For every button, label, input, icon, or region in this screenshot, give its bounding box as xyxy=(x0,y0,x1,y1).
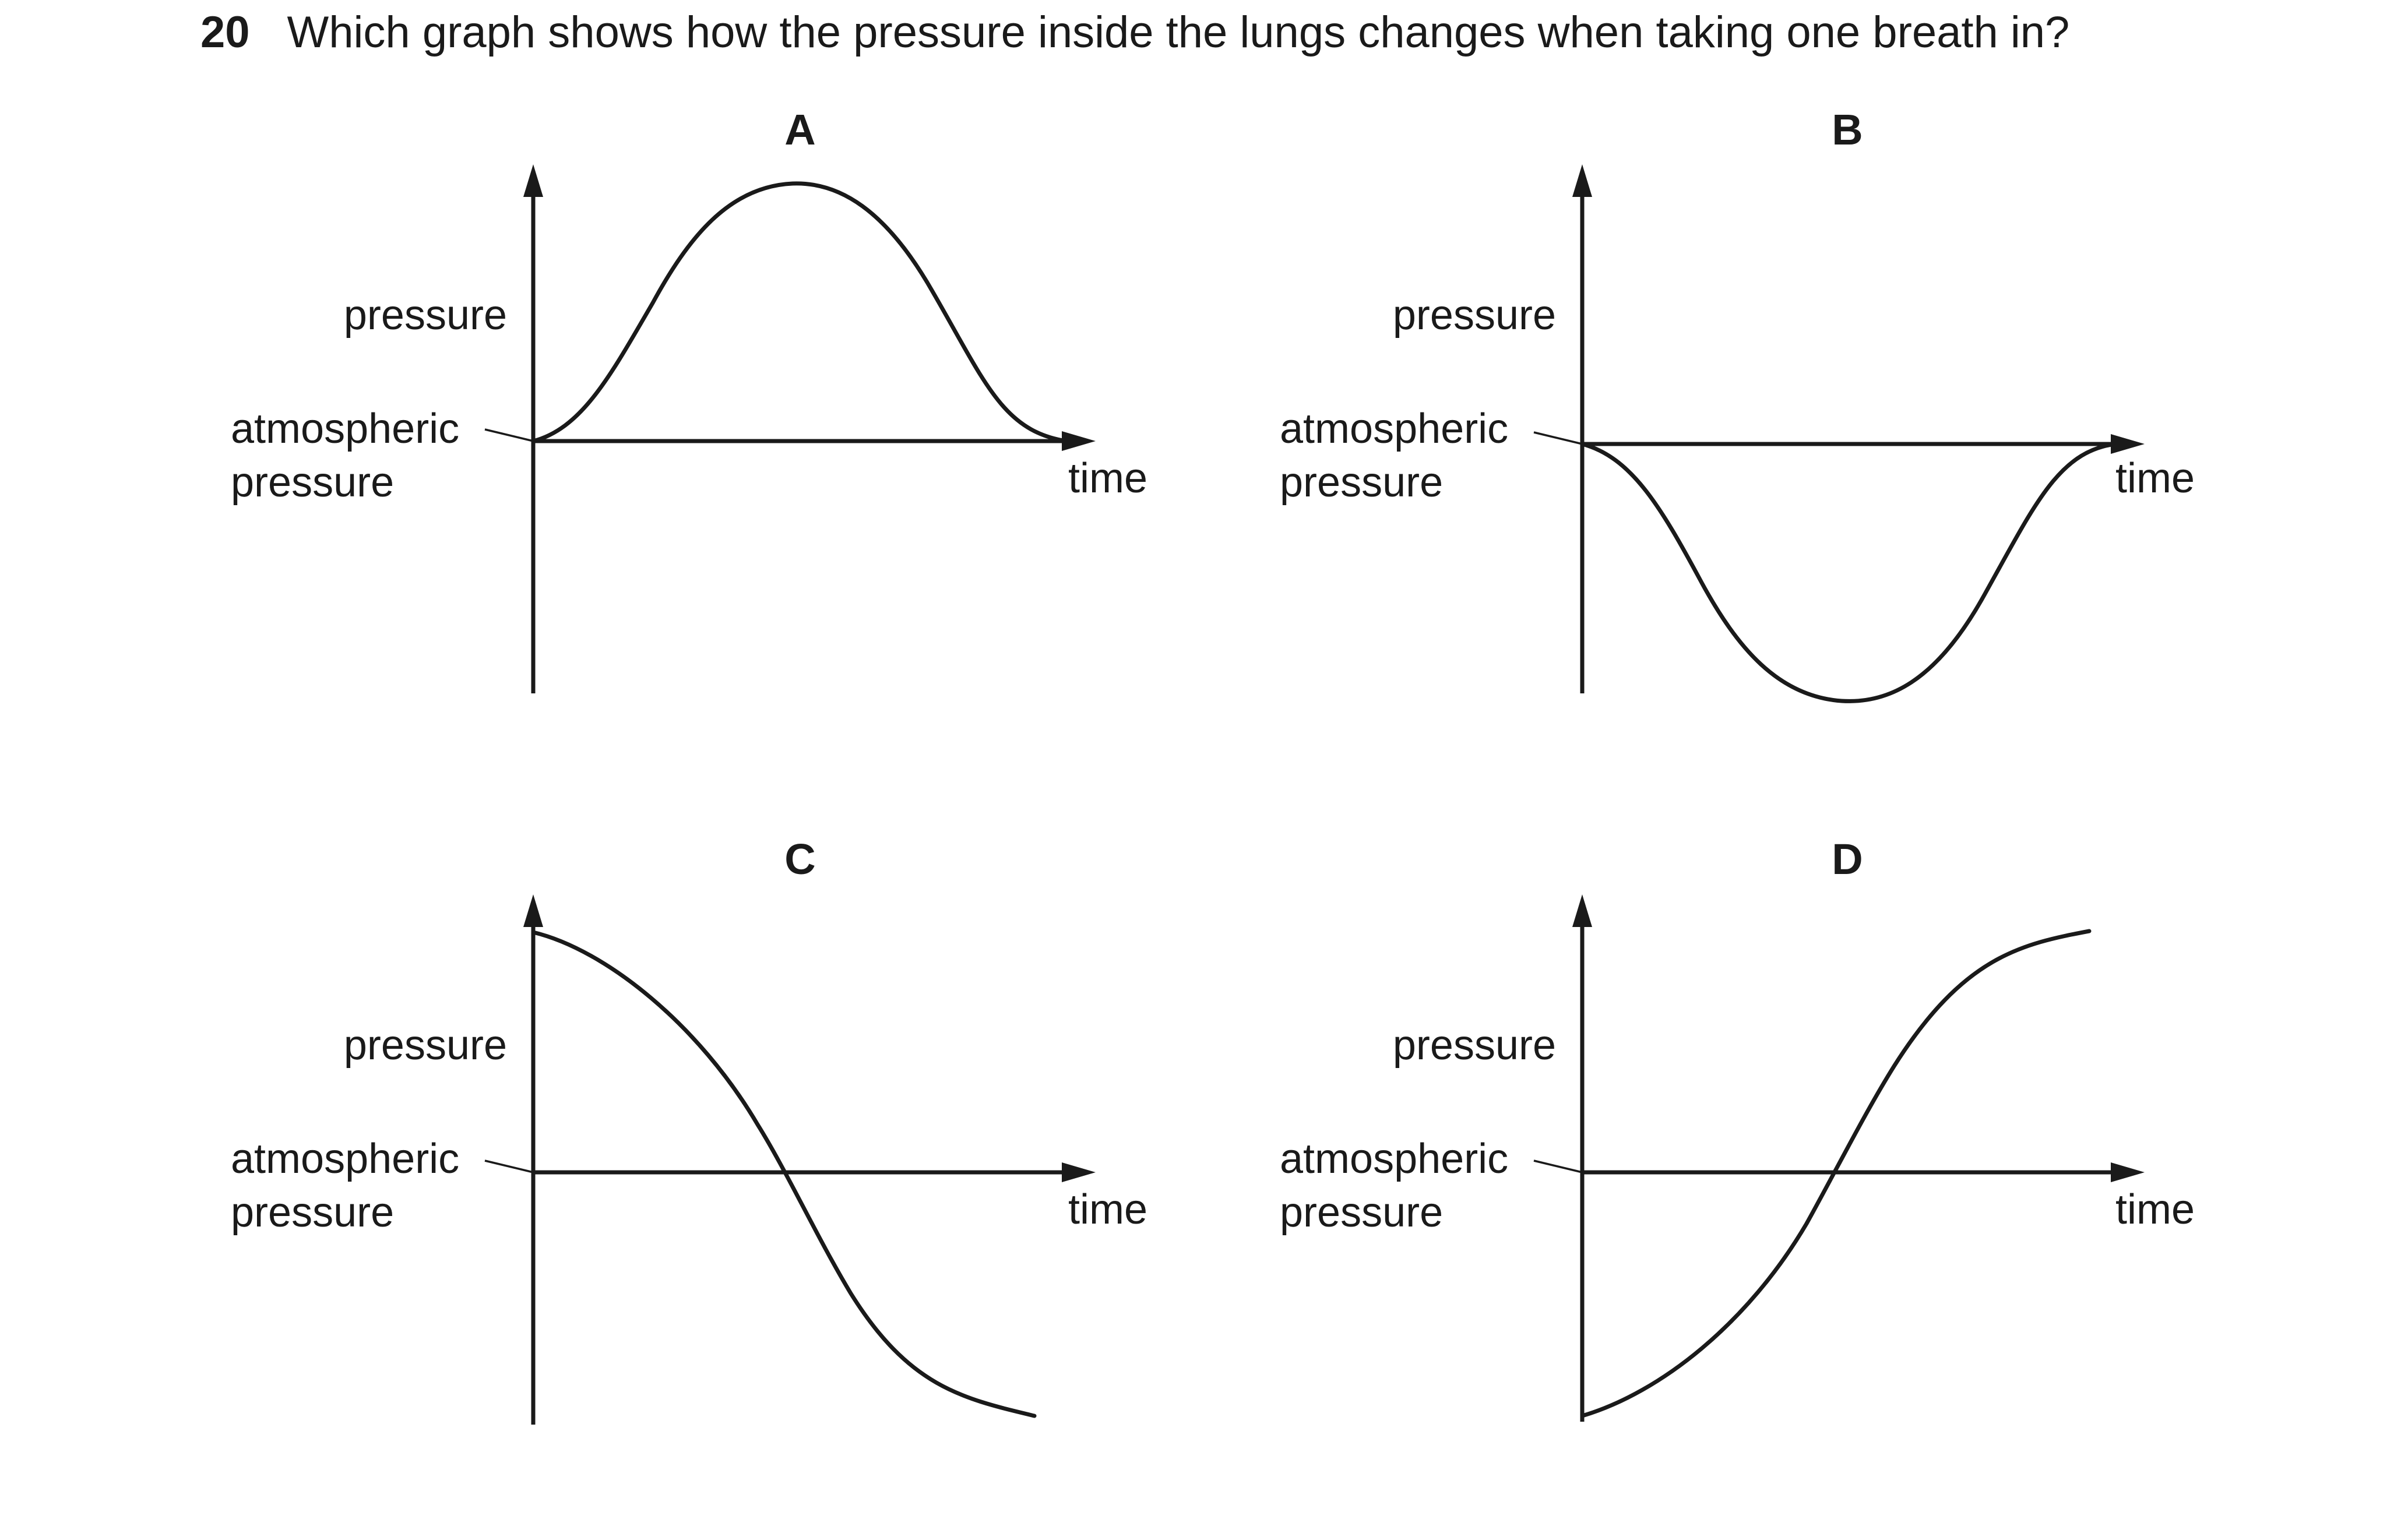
y-axis-arrowhead xyxy=(1572,164,1592,197)
leader-line xyxy=(1533,1159,1583,1173)
x-axis-label: time xyxy=(2115,1186,2195,1233)
atmospheric-label-line2: pressure xyxy=(231,459,394,506)
x-axis-arrowhead xyxy=(2111,434,2145,454)
x-axis-label: time xyxy=(1068,1186,1147,1233)
y-axis-arrowhead xyxy=(523,894,543,927)
atmospheric-label-line1: atmospheric xyxy=(231,406,459,452)
x-axis-arrowhead xyxy=(2111,1162,2145,1182)
x-axis-arrowhead xyxy=(1062,1162,1096,1182)
option-letter: A xyxy=(784,105,815,154)
x-axis-label: time xyxy=(1068,455,1147,502)
pressure-curve xyxy=(1580,442,2118,703)
atmospheric-label-line2: pressure xyxy=(1280,459,1443,506)
option-letter: C xyxy=(784,835,815,883)
atmospheric-label-line1: atmospheric xyxy=(231,1136,459,1182)
atmospheric-label-line2: pressure xyxy=(231,1189,394,1236)
leader-line xyxy=(1533,431,1583,445)
graph-option-a: A pressure atmospheric pressure time xyxy=(231,105,1147,693)
graph-option-c: C pressure atmospheric pressure time xyxy=(231,835,1147,1425)
atmospheric-label-line1: atmospheric xyxy=(1280,406,1508,452)
y-axis-label: pressure xyxy=(1393,292,1556,339)
atmospheric-label-line1: atmospheric xyxy=(1280,1136,1508,1182)
y-axis-label: pressure xyxy=(344,292,507,339)
pressure-curve xyxy=(531,181,1069,443)
graph-option-b: B pressure atmospheric pressure time xyxy=(1280,105,2195,703)
pressure-curve xyxy=(531,930,1037,1418)
question-line: 20 Which graph shows how the pressure in… xyxy=(200,0,2069,64)
atmospheric-label-line2: pressure xyxy=(1280,1189,1443,1236)
x-axis-arrowhead xyxy=(1062,431,1096,451)
leader-line xyxy=(484,1159,534,1173)
question-number: 20 xyxy=(200,7,250,57)
y-axis-label: pressure xyxy=(1393,1022,1556,1069)
y-axis-arrowhead xyxy=(1572,894,1592,927)
leader-line xyxy=(484,428,534,442)
pressure-curve xyxy=(1580,929,2092,1418)
question-text: Which graph shows how the pressure insid… xyxy=(287,7,2070,57)
y-axis-arrowhead xyxy=(523,164,543,197)
graph-option-d: D pressure atmospheric pressure time xyxy=(1280,835,2195,1422)
x-axis-label: time xyxy=(2115,455,2195,502)
option-letter: D xyxy=(1832,835,1863,883)
option-letter: B xyxy=(1832,105,1863,154)
y-axis-label: pressure xyxy=(344,1022,507,1069)
